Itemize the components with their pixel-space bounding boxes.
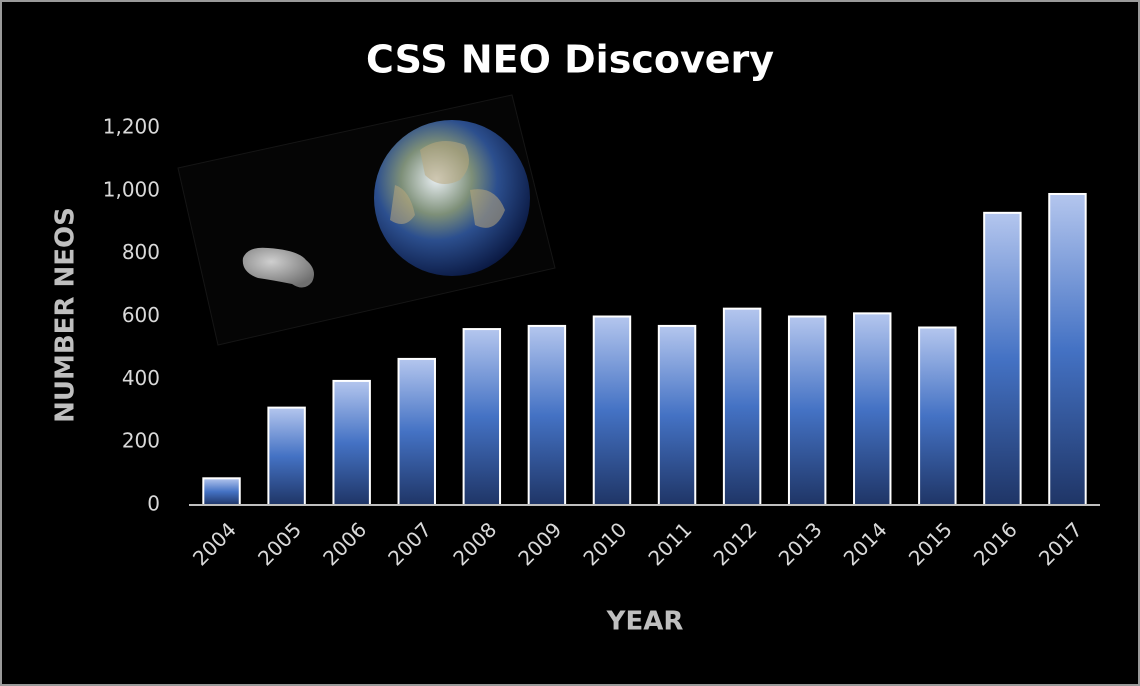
y-tick-label: 0 [147, 492, 160, 516]
bar [332, 379, 371, 507]
y-tick-label: 1,200 [103, 115, 160, 139]
y-axis-label: NUMBER NEOS [51, 207, 81, 423]
y-tick-label: 800 [122, 240, 160, 264]
x-axis-label: YEAR [606, 607, 684, 637]
space-picture [177, 94, 556, 346]
bar [267, 406, 306, 507]
y-tick-label: 600 [122, 303, 160, 327]
bar [853, 312, 892, 506]
y-tick-label: 200 [122, 429, 160, 453]
bar [462, 328, 502, 507]
bar [657, 324, 697, 506]
bar [983, 211, 1022, 506]
bar [202, 477, 241, 507]
bar [397, 357, 436, 506]
bar [722, 307, 762, 507]
bar [592, 315, 632, 506]
y-tick-label: 1,000 [103, 177, 160, 201]
y-tick-label: 400 [122, 366, 160, 390]
bar [1048, 192, 1087, 506]
chart-title: CSS NEO Discovery [366, 38, 774, 82]
bar [527, 324, 567, 506]
bar [918, 326, 957, 506]
bar [787, 315, 827, 506]
